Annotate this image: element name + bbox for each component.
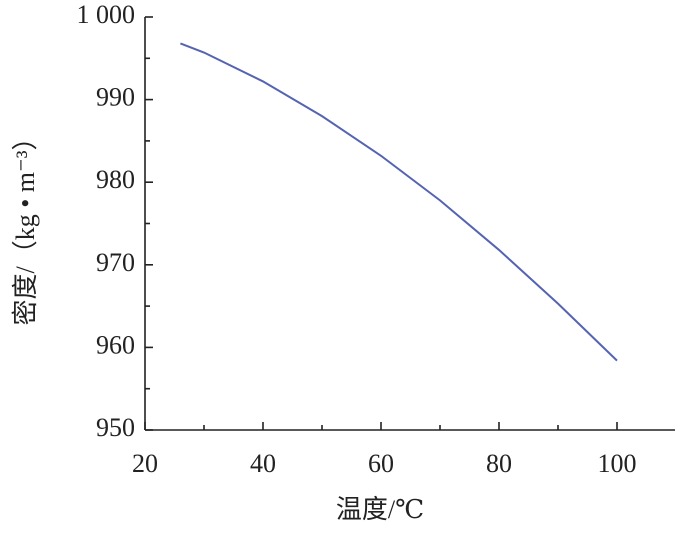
x-tick-label: 100 [598, 449, 637, 478]
data-line [180, 42, 618, 362]
y-tick-label: 960 [96, 330, 135, 359]
x-tick-label: 60 [368, 449, 394, 478]
y-tick-label: 990 [96, 83, 135, 112]
y-tick-label: 1 000 [77, 0, 136, 29]
x-tick-label: 40 [250, 449, 276, 478]
y-axis-label: 密度/（kg • m⁻³） [11, 124, 40, 325]
x-axis-label: 温度/℃ [336, 495, 424, 524]
y-tick-label: 950 [96, 413, 135, 442]
y-tick-label: 980 [96, 165, 135, 194]
y-tick-label: 970 [96, 248, 135, 277]
x-tick-label: 80 [486, 449, 512, 478]
x-tick-label: 20 [132, 449, 158, 478]
